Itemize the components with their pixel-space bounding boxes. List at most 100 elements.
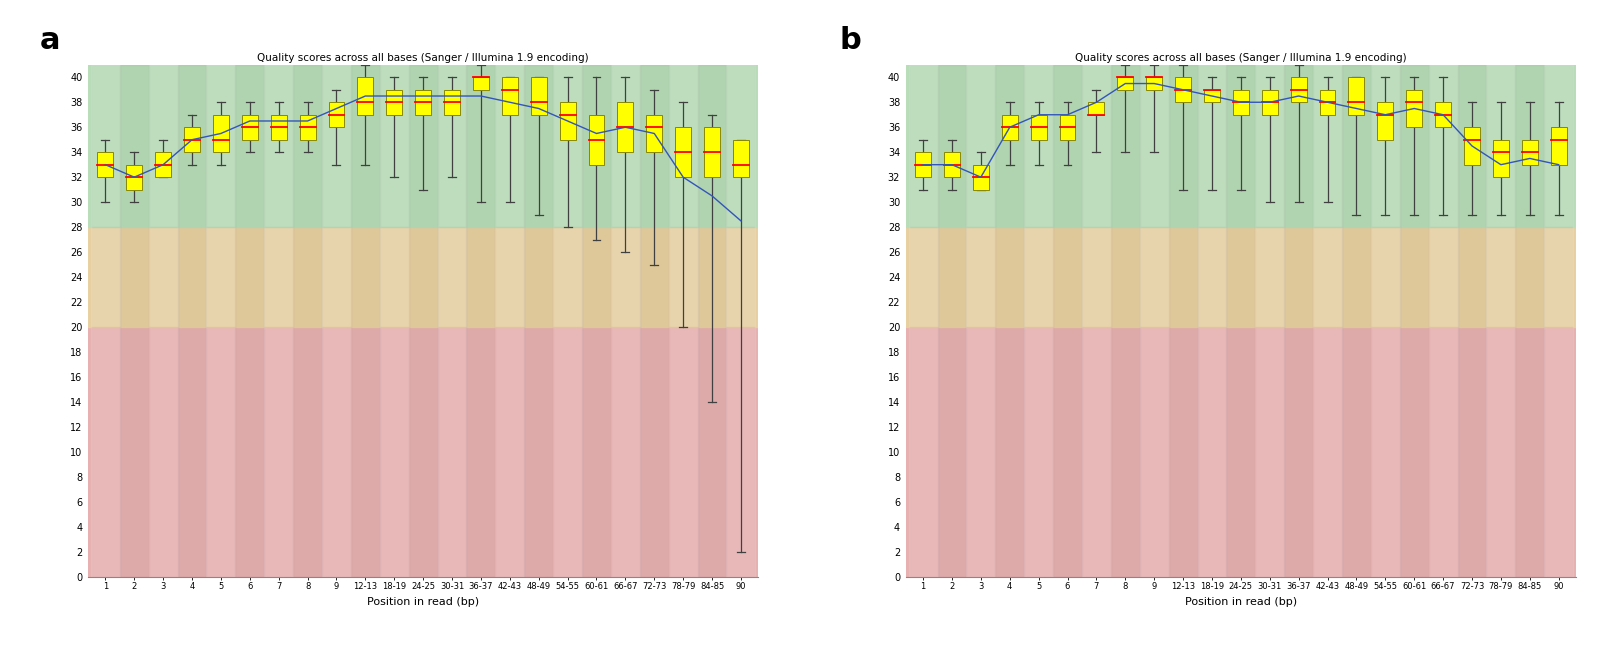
Bar bbox=[467, 65, 496, 577]
Bar bbox=[1314, 65, 1342, 227]
Bar bbox=[242, 115, 258, 140]
Bar bbox=[1544, 227, 1573, 327]
Bar bbox=[408, 65, 437, 577]
Title: Quality scores across all bases (Sanger / Illumina 1.9 encoding): Quality scores across all bases (Sanger … bbox=[258, 52, 589, 63]
Bar bbox=[1256, 65, 1285, 577]
Bar bbox=[328, 102, 344, 127]
Bar bbox=[675, 127, 691, 177]
Bar bbox=[726, 65, 755, 577]
Bar bbox=[149, 327, 178, 577]
Bar bbox=[1082, 65, 1110, 577]
Bar bbox=[1544, 65, 1573, 227]
Bar bbox=[1486, 327, 1515, 577]
Bar bbox=[1371, 65, 1400, 227]
Bar bbox=[1458, 65, 1486, 577]
Bar bbox=[1400, 65, 1429, 577]
Bar bbox=[554, 227, 582, 327]
Bar bbox=[1139, 327, 1168, 577]
Bar bbox=[669, 227, 698, 327]
Bar bbox=[1320, 90, 1336, 115]
Bar bbox=[611, 227, 640, 327]
Bar bbox=[1262, 90, 1278, 115]
X-axis label: Position in read (bp): Position in read (bp) bbox=[1186, 597, 1298, 607]
Bar bbox=[264, 65, 293, 577]
Bar bbox=[554, 65, 582, 577]
Bar bbox=[1197, 327, 1227, 577]
Bar bbox=[1168, 65, 1197, 577]
Bar bbox=[91, 327, 120, 577]
Bar bbox=[213, 115, 229, 152]
Bar bbox=[357, 77, 373, 115]
Bar bbox=[414, 90, 430, 115]
Bar bbox=[1550, 127, 1566, 165]
Bar bbox=[915, 152, 931, 177]
Bar bbox=[726, 227, 755, 327]
Bar bbox=[938, 65, 966, 577]
Bar bbox=[1205, 90, 1219, 102]
Bar bbox=[1285, 65, 1314, 577]
Bar bbox=[1024, 65, 1053, 577]
Bar bbox=[1227, 65, 1256, 577]
Bar bbox=[909, 65, 938, 577]
Bar bbox=[1082, 227, 1110, 327]
Bar bbox=[1197, 65, 1227, 227]
Bar bbox=[437, 65, 467, 577]
Bar bbox=[184, 127, 200, 152]
Bar bbox=[91, 227, 120, 327]
Bar bbox=[1486, 65, 1515, 227]
Bar bbox=[698, 65, 726, 577]
Bar bbox=[1110, 65, 1139, 577]
Bar bbox=[995, 65, 1024, 577]
Bar bbox=[1234, 90, 1250, 115]
Bar bbox=[437, 327, 467, 577]
Bar bbox=[264, 327, 293, 577]
Bar bbox=[611, 65, 640, 577]
Bar bbox=[264, 227, 293, 327]
Bar bbox=[618, 102, 634, 152]
Bar bbox=[264, 65, 293, 227]
Bar bbox=[1291, 77, 1307, 102]
Bar bbox=[1371, 65, 1400, 577]
Text: a: a bbox=[40, 26, 61, 55]
Bar bbox=[909, 65, 938, 227]
Bar bbox=[1174, 77, 1190, 102]
Bar bbox=[909, 327, 938, 577]
Bar bbox=[235, 65, 264, 577]
Bar bbox=[525, 65, 554, 577]
Bar bbox=[560, 102, 576, 140]
Bar bbox=[669, 327, 698, 577]
Bar bbox=[611, 327, 640, 577]
Bar bbox=[1030, 115, 1046, 140]
Bar bbox=[379, 65, 408, 227]
Bar bbox=[502, 77, 518, 115]
Bar bbox=[120, 65, 149, 577]
Bar bbox=[1522, 140, 1538, 165]
Bar bbox=[1139, 65, 1168, 227]
Bar bbox=[1544, 327, 1573, 577]
Bar bbox=[496, 65, 525, 227]
Bar bbox=[531, 77, 547, 115]
Bar bbox=[646, 115, 662, 152]
Bar bbox=[906, 327, 1576, 577]
Bar bbox=[1002, 115, 1018, 140]
Bar bbox=[1486, 227, 1515, 327]
Bar bbox=[582, 65, 611, 577]
Bar bbox=[1117, 77, 1133, 90]
Bar bbox=[88, 227, 758, 327]
Bar bbox=[1378, 102, 1394, 140]
Bar bbox=[1139, 65, 1168, 577]
Bar bbox=[726, 327, 755, 577]
Bar bbox=[554, 327, 582, 577]
Bar bbox=[91, 65, 120, 227]
Bar bbox=[445, 90, 459, 115]
Bar bbox=[379, 227, 408, 327]
Bar bbox=[944, 152, 960, 177]
Bar bbox=[554, 65, 582, 227]
Bar bbox=[1082, 327, 1110, 577]
Bar bbox=[379, 327, 408, 577]
Bar bbox=[1314, 327, 1342, 577]
Bar bbox=[1435, 102, 1451, 127]
Bar bbox=[906, 65, 1576, 227]
Bar bbox=[1429, 65, 1458, 227]
Bar bbox=[966, 65, 995, 227]
